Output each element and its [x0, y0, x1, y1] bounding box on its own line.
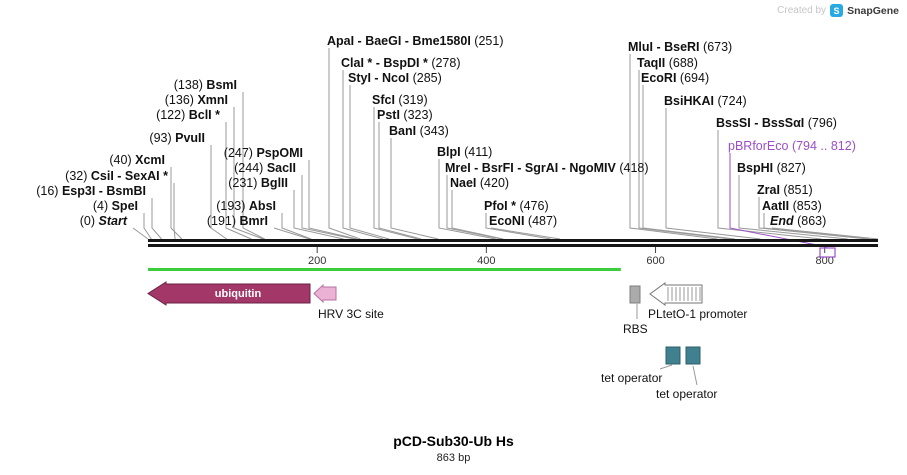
- leader-line: [308, 160, 358, 240]
- enzyme-label-naei[interactable]: NaeI (420): [450, 176, 510, 190]
- tet-operator-1-label: tet operator: [601, 371, 663, 385]
- leader-line: [328, 48, 361, 240]
- enzyme-label-pvuii[interactable]: (93) PvuII: [149, 131, 205, 145]
- ubiquitin-feature-label: ubiquitin: [214, 288, 262, 300]
- leader-line: [490, 227, 561, 240]
- leader-line: [642, 85, 736, 240]
- plasmid-length: 863 bp: [436, 452, 471, 464]
- enzyme-label-bani[interactable]: BanI (343): [389, 124, 449, 138]
- enzyme-label-apai-baegi-bme1580i[interactable]: ApaI - BaeGI - Bme1580I (251): [327, 34, 504, 48]
- enzyme-label-clai-bspdi[interactable]: ClaI * - BspDI * (278): [341, 56, 461, 70]
- enzyme-label-ecori[interactable]: EcoRI (694): [641, 71, 710, 85]
- pltet-o1-promoter-label: PLtetO-1 promoter: [648, 307, 748, 321]
- enzyme-label-econi[interactable]: EcoNI (487): [489, 214, 558, 228]
- leader-line: [242, 92, 265, 240]
- leader-line: [378, 122, 422, 240]
- leader-line: [771, 227, 879, 240]
- enzyme-label-zrai[interactable]: ZraI (851): [757, 183, 813, 197]
- leader-line: [342, 70, 384, 240]
- leader-line: [373, 107, 418, 240]
- leader-line: [225, 122, 252, 240]
- enzyme-label-pspomi[interactable]: (247) PspOMI: [223, 146, 303, 160]
- ruler-tick-label: 600: [646, 255, 664, 267]
- leader-line: [233, 107, 264, 240]
- feature-tet-operator-2[interactable]: [685, 346, 701, 365]
- enzyme-label-end[interactable]: End (863): [770, 214, 827, 228]
- enzyme-label-sfci[interactable]: SfcI (319): [372, 93, 428, 107]
- enzyme-label-aatii[interactable]: AatII (853): [762, 199, 822, 213]
- leader-line: [629, 54, 718, 240]
- enzyme-label-pbrforeco[interactable]: pBRforEco (794 .. 812): [728, 139, 856, 153]
- hrv-3c-site-label: HRV 3C site: [318, 307, 384, 321]
- snapgene-logo-icon: S: [830, 4, 844, 17]
- ruler-tick-label: 800: [816, 255, 834, 267]
- feature-rbs[interactable]: [629, 285, 641, 304]
- enzyme-label-bsmi[interactable]: (138) BsmI: [173, 78, 237, 92]
- enzyme-label-start[interactable]: (0) Start: [79, 214, 127, 228]
- leader-line: [143, 213, 152, 240]
- feature-ubiquitin[interactable]: [147, 281, 311, 306]
- leader-line: [281, 213, 312, 240]
- feature-hrv-3c-site[interactable]: [313, 283, 337, 304]
- enzyme-label-mrei-bsrfi-sgrai-ngomiv[interactable]: MreI - BsrFI - SgrAI - NgoMIV (418): [445, 161, 649, 175]
- leader-line: [438, 159, 496, 240]
- sequence-line: [148, 244, 878, 247]
- leader-line: [390, 138, 439, 240]
- leader-line: [738, 175, 848, 240]
- enzyme-label-taqii[interactable]: TaqII (688): [637, 56, 698, 70]
- enzyme-label-esp3i-bsmbi[interactable]: (16) Esp3I - BsmBI: [36, 184, 146, 198]
- leader-line: [132, 227, 149, 240]
- ruler-tick-label: 400: [477, 255, 495, 267]
- enzyme-label-sacii[interactable]: (244) SacII: [234, 161, 296, 175]
- leader-line: [173, 183, 176, 240]
- leader-line: [151, 198, 162, 240]
- leader-line: [446, 175, 502, 240]
- plasmid-title: pCD-Sub30-Ub Hs: [393, 433, 514, 449]
- ruler-tick-label: 200: [308, 255, 326, 267]
- enzyme-label-bsssi-bsss-i[interactable]: BssSI - BssSαI (796): [716, 116, 837, 130]
- created-by-text: Created by: [777, 5, 827, 16]
- enzyme-label-bsphi[interactable]: BspHI (827): [737, 161, 806, 175]
- leader-line: [301, 175, 355, 240]
- enzyme-label-xmni[interactable]: (136) XmnI: [164, 93, 228, 107]
- leader-line: [485, 213, 551, 240]
- leader-line: [210, 145, 227, 240]
- leader-line: [665, 108, 761, 240]
- leader-line: [717, 130, 822, 240]
- snapgene-brand-text: SnapGene: [847, 4, 899, 17]
- enzyme-label-spei[interactable]: (4) SpeI: [92, 199, 138, 213]
- selection-bar[interactable]: [148, 268, 621, 271]
- leader-line: [638, 70, 731, 240]
- enzyme-label-mlui-bseri[interactable]: MluI - BseRI (673): [628, 40, 733, 54]
- enzyme-label-csii-sexai[interactable]: (32) CsiI - SexAI *: [65, 169, 168, 183]
- tet-operator-2-label: tet operator: [656, 387, 718, 401]
- feature-leader-line: [692, 365, 698, 386]
- map-footer: pCD-Sub30-Ub Hs 863 bp: [0, 433, 907, 464]
- enzyme-label-bcli[interactable]: (122) BclI *: [156, 108, 220, 122]
- leader-line: [293, 190, 344, 240]
- rbs-label: RBS: [623, 322, 648, 336]
- enzyme-label-xcmi[interactable]: (40) XcmI: [109, 153, 165, 167]
- enzyme-label-psti[interactable]: PstI (323): [377, 108, 433, 122]
- enzyme-label-bmri[interactable]: (191) BmrI: [206, 214, 268, 228]
- feature-tet-operator-1[interactable]: [665, 346, 681, 365]
- enzyme-label-styi-ncoi[interactable]: StyI - NcoI (285): [348, 71, 442, 85]
- primer-pbrforeco-marker[interactable]: [819, 247, 836, 258]
- snapgene-watermark: Created by S SnapGene: [777, 4, 899, 17]
- enzyme-label-blpi[interactable]: BlpI (411): [437, 145, 493, 159]
- leader-line: [763, 213, 870, 240]
- leader-line: [451, 190, 504, 240]
- enzyme-label-pfoi[interactable]: PfoI * (476): [484, 199, 549, 213]
- enzyme-label-bsihkai[interactable]: BsiHKAI (724): [664, 94, 747, 108]
- leader-line: [349, 85, 390, 240]
- enzyme-label-absi[interactable]: (193) AbsI: [216, 199, 276, 213]
- sequence-line: [148, 239, 878, 242]
- leader-line: [273, 227, 310, 240]
- enzyme-label-bglii[interactable]: (231) BglII: [228, 176, 288, 190]
- leader-line: [170, 167, 183, 240]
- feature-leader-line: [659, 364, 673, 370]
